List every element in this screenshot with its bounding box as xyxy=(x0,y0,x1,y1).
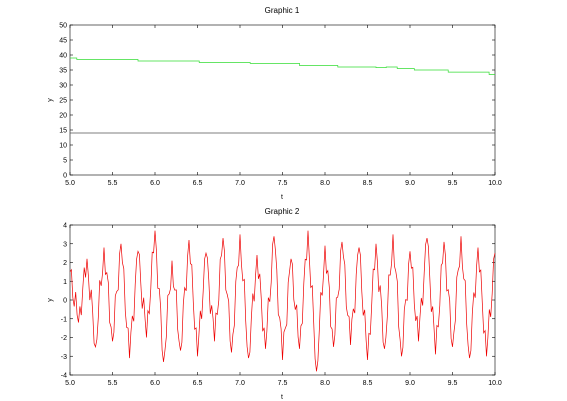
series-group xyxy=(69,230,496,372)
y-axis: -4 -3 -2 -1 0 1 2 3 4 xyxy=(61,223,495,380)
x-tick-label: 7.0 xyxy=(235,380,245,387)
x-tick-label: 9.5 xyxy=(448,180,458,187)
y-tick-label: 50 xyxy=(59,23,67,30)
plot-frame xyxy=(69,24,496,176)
x-tick-label: 5.5 xyxy=(108,180,118,187)
x-tick-label: 9.0 xyxy=(405,180,415,187)
chart-title: Graphic 1 xyxy=(265,6,300,15)
x-tick-label: 10.0 xyxy=(488,380,502,387)
y-tick-label: 25 xyxy=(59,98,67,105)
chart-panel-1: Graphic 1 5.0 5.5 6.0 6.5 7.0 7.5 8.0 8.5 9.0 9.5… xyxy=(47,6,502,201)
x-tick-label: 7.5 xyxy=(278,380,288,387)
x-tick-label: 9.5 xyxy=(448,380,458,387)
y-tick-label: -4 xyxy=(61,373,67,380)
x-tick-label: 8.5 xyxy=(363,180,373,187)
y-tick-label: 20 xyxy=(59,113,67,120)
x-tick-label: 9.0 xyxy=(405,380,415,387)
x-tick-label: 6.5 xyxy=(193,380,203,387)
y-tick-label: -1 xyxy=(61,316,67,323)
x-tick-label: 8.0 xyxy=(320,180,330,187)
x-axis-label: t xyxy=(281,194,283,201)
y-tick-label: 40 xyxy=(59,53,67,60)
y-tick-label: 0 xyxy=(63,298,67,305)
series-line-1 xyxy=(69,230,496,372)
x-axis-label: t xyxy=(281,394,283,401)
y-tick-label: -2 xyxy=(61,335,67,342)
series-line-1 xyxy=(70,57,495,75)
y-tick-label: 15 xyxy=(59,128,67,135)
x-axis: 5.0 5.5 6.0 6.5 7.0 7.5 8.0 8.5 9.0 9.5 10.0 xyxy=(65,225,502,387)
y-tick-label: 0 xyxy=(63,173,67,180)
x-axis: 5.0 5.5 6.0 6.5 7.0 7.5 8.0 8.5 9.0 9.5 10.0 xyxy=(65,25,502,187)
y-tick-label: 2 xyxy=(63,260,67,267)
y-tick-label: -3 xyxy=(61,354,67,361)
y-tick-label: 30 xyxy=(59,83,67,90)
x-tick-label: 5.0 xyxy=(65,380,75,387)
x-tick-label: 8.5 xyxy=(363,380,373,387)
x-tick-label: 10.0 xyxy=(488,180,502,187)
y-tick-label: 3 xyxy=(63,241,67,248)
y-tick-label: 1 xyxy=(63,279,67,286)
y-axis-label: y xyxy=(47,298,54,302)
x-tick-label: 5.0 xyxy=(65,180,75,187)
y-tick-label: 45 xyxy=(59,38,67,45)
chart-panel-2: Graphic 2 5.0 5.5 6.0 6.5 7.0 7.5 8.0 8.5 9.0 9.5… xyxy=(47,207,502,401)
x-tick-label: 5.5 xyxy=(108,380,118,387)
y-axis: 0 5 10 15 20 25 30 35 40 45 50 xyxy=(59,23,495,180)
x-tick-label: 7.5 xyxy=(278,180,288,187)
chart-title: Graphic 2 xyxy=(265,207,300,216)
series-group xyxy=(70,57,495,134)
y-tick-label: 5 xyxy=(63,158,67,165)
x-tick-label: 6.5 xyxy=(193,180,203,187)
y-tick-label: 10 xyxy=(59,143,67,150)
x-tick-label: 7.0 xyxy=(235,180,245,187)
y-tick-label: 35 xyxy=(59,68,67,75)
x-tick-label: 8.0 xyxy=(320,380,330,387)
y-tick-label: 4 xyxy=(63,223,67,230)
x-tick-label: 6.0 xyxy=(150,380,160,387)
y-axis-label: y xyxy=(47,98,54,102)
x-tick-label: 6.0 xyxy=(150,180,160,187)
